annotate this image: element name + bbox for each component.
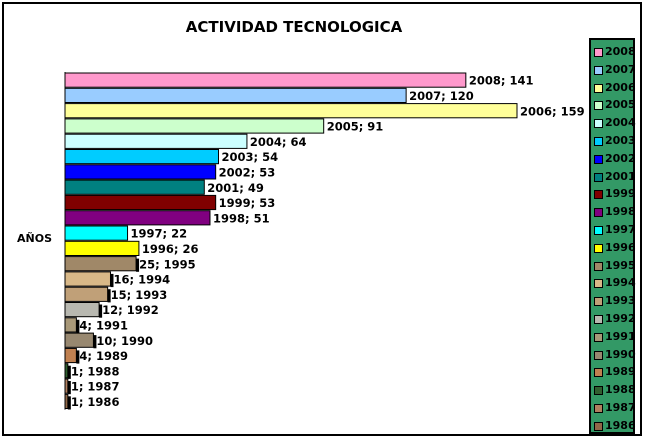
legend-label: 2004: [605, 116, 636, 130]
bar-1990: [64, 332, 94, 348]
bar-1993: [64, 286, 109, 302]
legend-swatch: [594, 119, 603, 129]
legend-label: 1996: [605, 240, 636, 254]
legend: 2008 2007 2006 2005 2004 2003 2002 2001 1999 1998…: [589, 38, 636, 434]
bar-label-1995: 25; 1995: [139, 257, 196, 271]
legend-swatch: [594, 297, 603, 307]
bar-label-1994: 16; 1994: [113, 273, 170, 287]
legend-swatch: [594, 208, 603, 218]
bar-label-1991: 4; 1991: [79, 319, 128, 333]
legend-label: 2005: [605, 98, 636, 112]
bar-label-2006: 2006; 159: [520, 104, 585, 118]
legend-label: 1989: [605, 365, 636, 379]
legend-swatch: [594, 190, 603, 200]
bar-2001: [64, 179, 205, 195]
bar-2005: [64, 118, 325, 134]
legend-swatch: [594, 154, 603, 164]
legend-swatch: [594, 65, 603, 75]
legend-label: 1997: [605, 223, 636, 236]
bar-1999: [64, 194, 217, 211]
legend-swatch: [594, 83, 603, 93]
legend-swatch: [594, 101, 603, 111]
legend-swatch: [594, 48, 603, 57]
legend-swatch: [594, 137, 603, 146]
bar-1995: [64, 256, 137, 272]
legend-swatch: [594, 261, 603, 271]
legend-label: 2001: [605, 169, 636, 183]
legend-swatch: [594, 350, 603, 360]
legend-label: 1991: [605, 329, 636, 343]
legend-label: 2006: [605, 80, 636, 94]
legend-label: 1994: [605, 276, 636, 290]
bar-2003: [64, 149, 220, 165]
bar-label-1987: 1; 1987: [71, 380, 120, 394]
legend-label: 1988: [605, 383, 636, 397]
bar-2002: [64, 164, 217, 180]
bar-label-2005: 2005; 91: [327, 120, 384, 134]
legend-swatch: [594, 226, 603, 235]
bar-label-2004: 2004; 64: [250, 135, 307, 149]
bar-1989: [64, 347, 77, 364]
bar-label-1993: 15; 1993: [111, 288, 168, 302]
bar-label-1992: 12; 1992: [102, 303, 159, 317]
bar-1996: [64, 240, 140, 257]
legend-label: 1998: [605, 205, 636, 219]
bar-label-1999: 1999; 53: [219, 196, 276, 210]
bar-label-2002: 2002; 53: [219, 166, 276, 180]
legend-label: 1999: [605, 187, 636, 201]
bar-label-2001: 2001; 49: [207, 181, 264, 195]
legend-swatch: [594, 386, 603, 396]
legend-swatch: [594, 332, 603, 342]
legend-label: 1993: [605, 294, 636, 308]
bar-1991: [64, 317, 77, 333]
legend-swatch: [594, 172, 603, 182]
bar-2006: [64, 103, 518, 119]
bar-label-2008: 2008; 141: [469, 74, 534, 88]
bar-1994: [64, 271, 111, 287]
bar-label-1988: 1; 1988: [71, 364, 120, 378]
legend-swatch: [594, 368, 603, 378]
legend-swatch: [594, 315, 603, 324]
legend-label: 1990: [605, 347, 636, 361]
bar-label-1998: 1998; 51: [213, 211, 270, 225]
legend-label: 1986: [605, 418, 636, 432]
legend-label: 2002: [605, 151, 636, 165]
legend-label: 2003: [605, 134, 636, 147]
bar-1998: [64, 210, 211, 226]
bar-label-2003: 2003; 54: [222, 150, 279, 164]
bar-label-1996: 1996; 26: [142, 242, 199, 256]
legend-label: 1995: [605, 258, 636, 272]
bar-label-2007: 2007; 120: [409, 89, 474, 103]
bar-2007: [64, 87, 407, 104]
legend-label: 2008: [605, 45, 636, 58]
bar-label-1986: 1; 1986: [71, 395, 120, 409]
bar-1997: [64, 225, 129, 241]
bar-1992: [64, 302, 100, 318]
legend-swatch: [594, 279, 603, 289]
legend-swatch: [594, 421, 603, 431]
bar-label-1989: 4; 1989: [79, 349, 128, 363]
y-axis-label: AÑOS: [17, 232, 52, 245]
bar-2008: [64, 72, 467, 88]
bar-2004: [64, 133, 248, 149]
legend-label: 1992: [605, 312, 636, 325]
legend-swatch: [594, 404, 603, 413]
legend-label: 1987: [605, 401, 636, 414]
legend-label: 2007: [605, 62, 636, 76]
bar-label-1990: 10; 1990: [96, 334, 153, 348]
bar-label-1997: 1997; 22: [131, 227, 188, 241]
chart-title: ACTIVIDAD TECNOLOGICA: [185, 18, 403, 36]
legend-swatch: [594, 243, 603, 253]
